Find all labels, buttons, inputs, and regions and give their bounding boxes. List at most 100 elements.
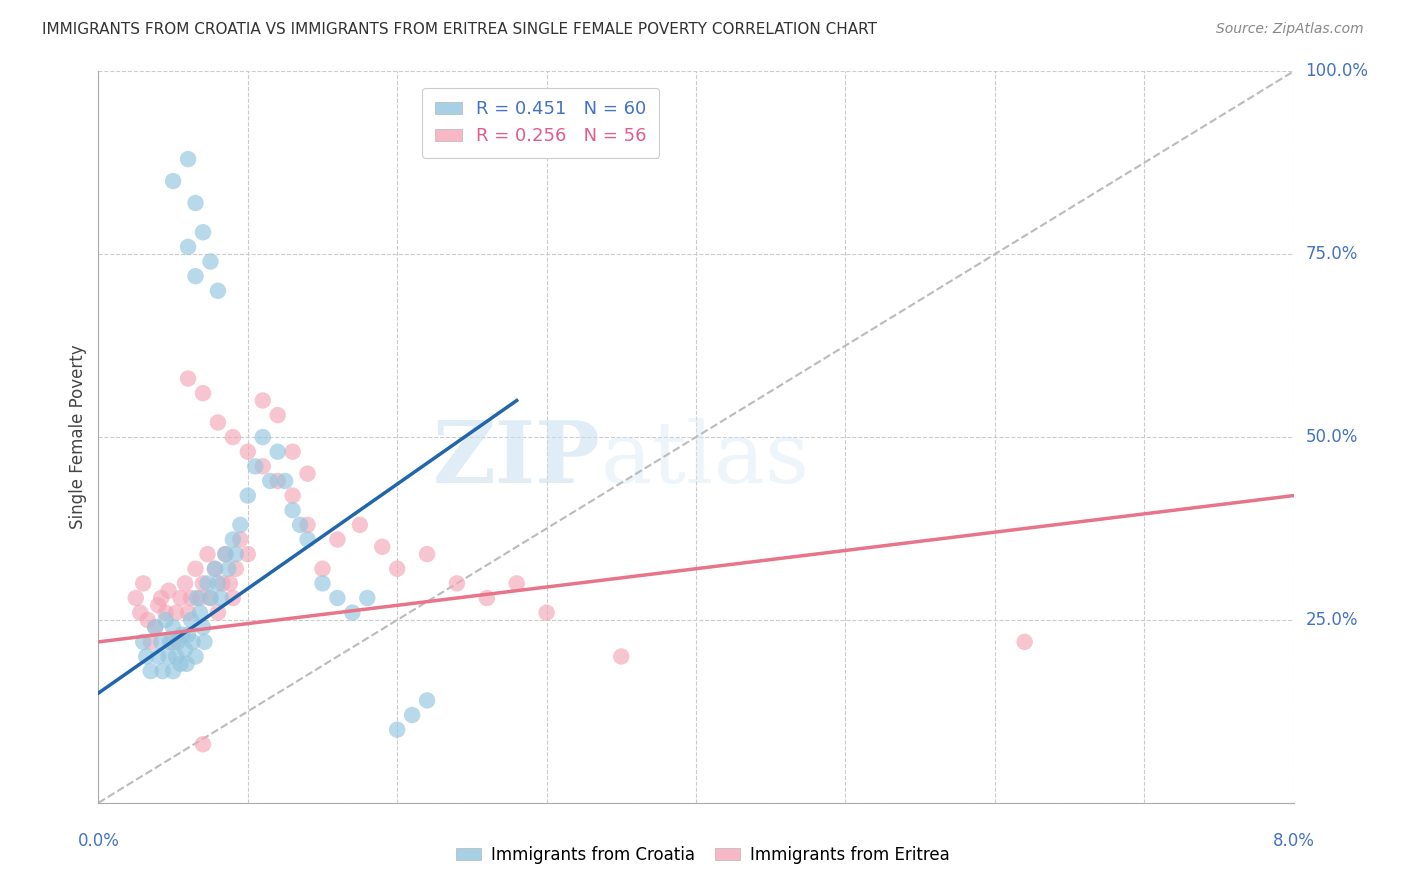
Point [281, 503, 304, 517]
Point [297, 517, 319, 532]
Point [225, 547, 247, 561]
Point [222, 430, 245, 444]
Point [311, 576, 333, 591]
Point [186, 591, 208, 605]
Point [184, 562, 207, 576]
Point [536, 606, 558, 620]
Point [1014, 635, 1036, 649]
Text: atlas: atlas [600, 417, 810, 500]
Point [191, 620, 214, 634]
Point [155, 613, 177, 627]
Point [207, 416, 229, 430]
Point [200, 591, 222, 605]
Point [446, 576, 468, 591]
Point [252, 430, 274, 444]
Point [136, 613, 159, 627]
Point [610, 649, 633, 664]
Point [191, 386, 214, 401]
Text: ZIP: ZIP [433, 417, 600, 501]
Point [174, 642, 197, 657]
Point [207, 284, 229, 298]
Point [148, 649, 170, 664]
Point [132, 576, 155, 591]
Point [177, 627, 200, 641]
Point [165, 606, 187, 620]
Point [162, 664, 184, 678]
Text: 50.0%: 50.0% [1305, 428, 1358, 446]
Point [193, 635, 215, 649]
Point [371, 540, 394, 554]
Point [236, 489, 259, 503]
Point [165, 649, 187, 664]
Point [197, 576, 219, 591]
Point [229, 517, 252, 532]
Point [143, 620, 166, 634]
Point [177, 371, 200, 385]
Point [211, 576, 233, 591]
Point [326, 533, 349, 547]
Point [135, 649, 157, 664]
Point [297, 533, 319, 547]
Point [150, 591, 173, 605]
Point [281, 444, 304, 458]
Point [236, 444, 259, 458]
Point [172, 627, 194, 641]
Point [129, 606, 152, 620]
Legend: Immigrants from Croatia, Immigrants from Eritrea: Immigrants from Croatia, Immigrants from… [450, 839, 956, 871]
Text: 100.0%: 100.0% [1305, 62, 1368, 80]
Text: 0.0%: 0.0% [77, 832, 120, 850]
Point [204, 562, 226, 576]
Point [506, 576, 529, 591]
Point [191, 225, 214, 239]
Point [281, 489, 304, 503]
Point [207, 606, 229, 620]
Point [139, 664, 162, 678]
Point [139, 635, 162, 649]
Text: 25.0%: 25.0% [1305, 611, 1358, 629]
Point [191, 576, 214, 591]
Point [180, 613, 202, 627]
Point [157, 583, 180, 598]
Point [326, 591, 349, 605]
Point [219, 576, 242, 591]
Point [252, 459, 274, 474]
Text: IMMIGRANTS FROM CROATIA VS IMMIGRANTS FROM ERITREA SINGLE FEMALE POVERTY CORRELA: IMMIGRANTS FROM CROATIA VS IMMIGRANTS FR… [42, 22, 877, 37]
Point [132, 635, 155, 649]
Point [143, 620, 166, 634]
Point [385, 562, 409, 576]
Point [148, 599, 170, 613]
Text: 75.0%: 75.0% [1305, 245, 1358, 263]
Point [209, 591, 232, 605]
Point [342, 606, 364, 620]
Y-axis label: Single Female Poverty: Single Female Poverty [69, 345, 87, 529]
Point [267, 444, 290, 458]
Point [191, 737, 214, 751]
Point [475, 591, 498, 605]
Point [157, 649, 180, 664]
Point [162, 620, 184, 634]
Text: 8.0%: 8.0% [1272, 832, 1315, 850]
Point [181, 635, 204, 649]
Text: Source: ZipAtlas.com: Source: ZipAtlas.com [1216, 22, 1364, 37]
Point [297, 467, 319, 481]
Point [169, 591, 191, 605]
Point [214, 547, 236, 561]
Point [188, 591, 211, 605]
Legend: R = 0.451   N = 60, R = 0.256   N = 56: R = 0.451 N = 60, R = 0.256 N = 56 [422, 87, 659, 158]
Point [385, 723, 409, 737]
Point [225, 562, 247, 576]
Point [176, 657, 198, 671]
Point [177, 152, 200, 166]
Point [188, 606, 211, 620]
Point [155, 606, 177, 620]
Point [200, 591, 222, 605]
Point [204, 562, 226, 576]
Point [356, 591, 378, 605]
Point [401, 708, 423, 723]
Point [245, 459, 267, 474]
Point [217, 562, 239, 576]
Point [152, 664, 174, 678]
Point [252, 393, 274, 408]
Point [416, 693, 439, 707]
Point [162, 174, 184, 188]
